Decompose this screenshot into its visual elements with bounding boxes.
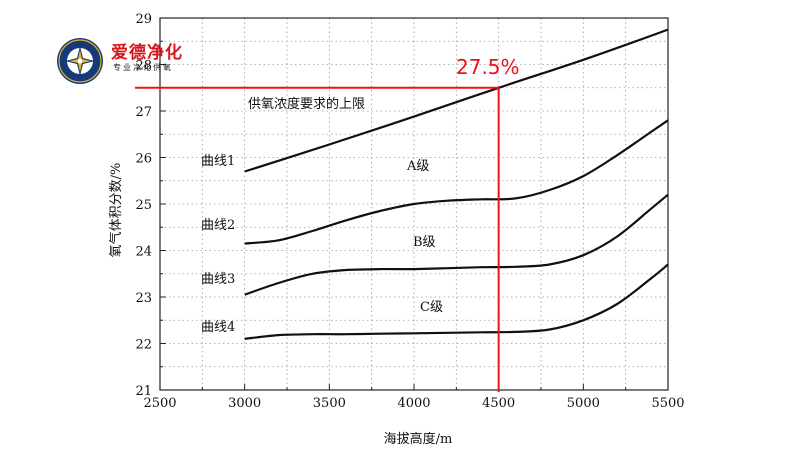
x-tick-label: 3000 [228,396,261,411]
x-tick-label: 3500 [313,396,346,411]
limit-label: 供氧浓度要求的上限 [248,96,365,112]
series-line-3 [244,193,669,296]
y-axis-label: 氧气体积分数/% [108,163,124,258]
seal-icon [57,38,103,84]
y-tick-label: 22 [135,338,152,353]
series-line-1 [244,28,669,173]
brand-title: 爱德净化 [111,43,183,63]
y-tick-label: 26 [135,152,152,167]
brand-subtitle: 专业净化供氧 [113,63,173,72]
y-tick-label: 24 [135,245,152,260]
series-line-2 [244,119,669,245]
y-tick-label: 29 [135,12,152,27]
series-line-4 [244,263,669,340]
x-tick-label: 4500 [482,396,515,411]
x-tick-label: 5000 [567,396,600,411]
region-label-a: A级 [406,159,429,174]
x-tick-label: 2500 [143,396,176,411]
brand-logo: 爱德净化 专业净化供氧 [55,36,205,84]
y-tick-label: 27 [135,105,152,120]
curve1-label: 曲线1 [201,154,235,169]
series-lines [244,28,669,340]
curve4-label: 曲线4 [201,320,235,335]
y-tick-label: 28 [135,59,152,74]
region-label-b: B级 [413,235,436,250]
y-tick-label: 25 [135,198,152,213]
x-tick-label: 4000 [397,396,430,411]
curve3-label: 曲线3 [201,272,235,287]
region-label-c: C级 [420,300,443,315]
axis-ticks: 2500 3000 3500 4000 4500 5000 5500 21 22 23 24 25 26… [135,12,684,411]
y-tick-label: 23 [135,291,152,306]
y-tick-label: 21 [135,384,152,399]
curve2-label: 曲线2 [201,218,235,233]
x-tick-label: 5500 [651,396,684,411]
highlight-lines [135,86,500,392]
highlight-value-label: 27.5% [456,55,520,79]
x-axis-label: 海拔高度/m [384,431,453,447]
